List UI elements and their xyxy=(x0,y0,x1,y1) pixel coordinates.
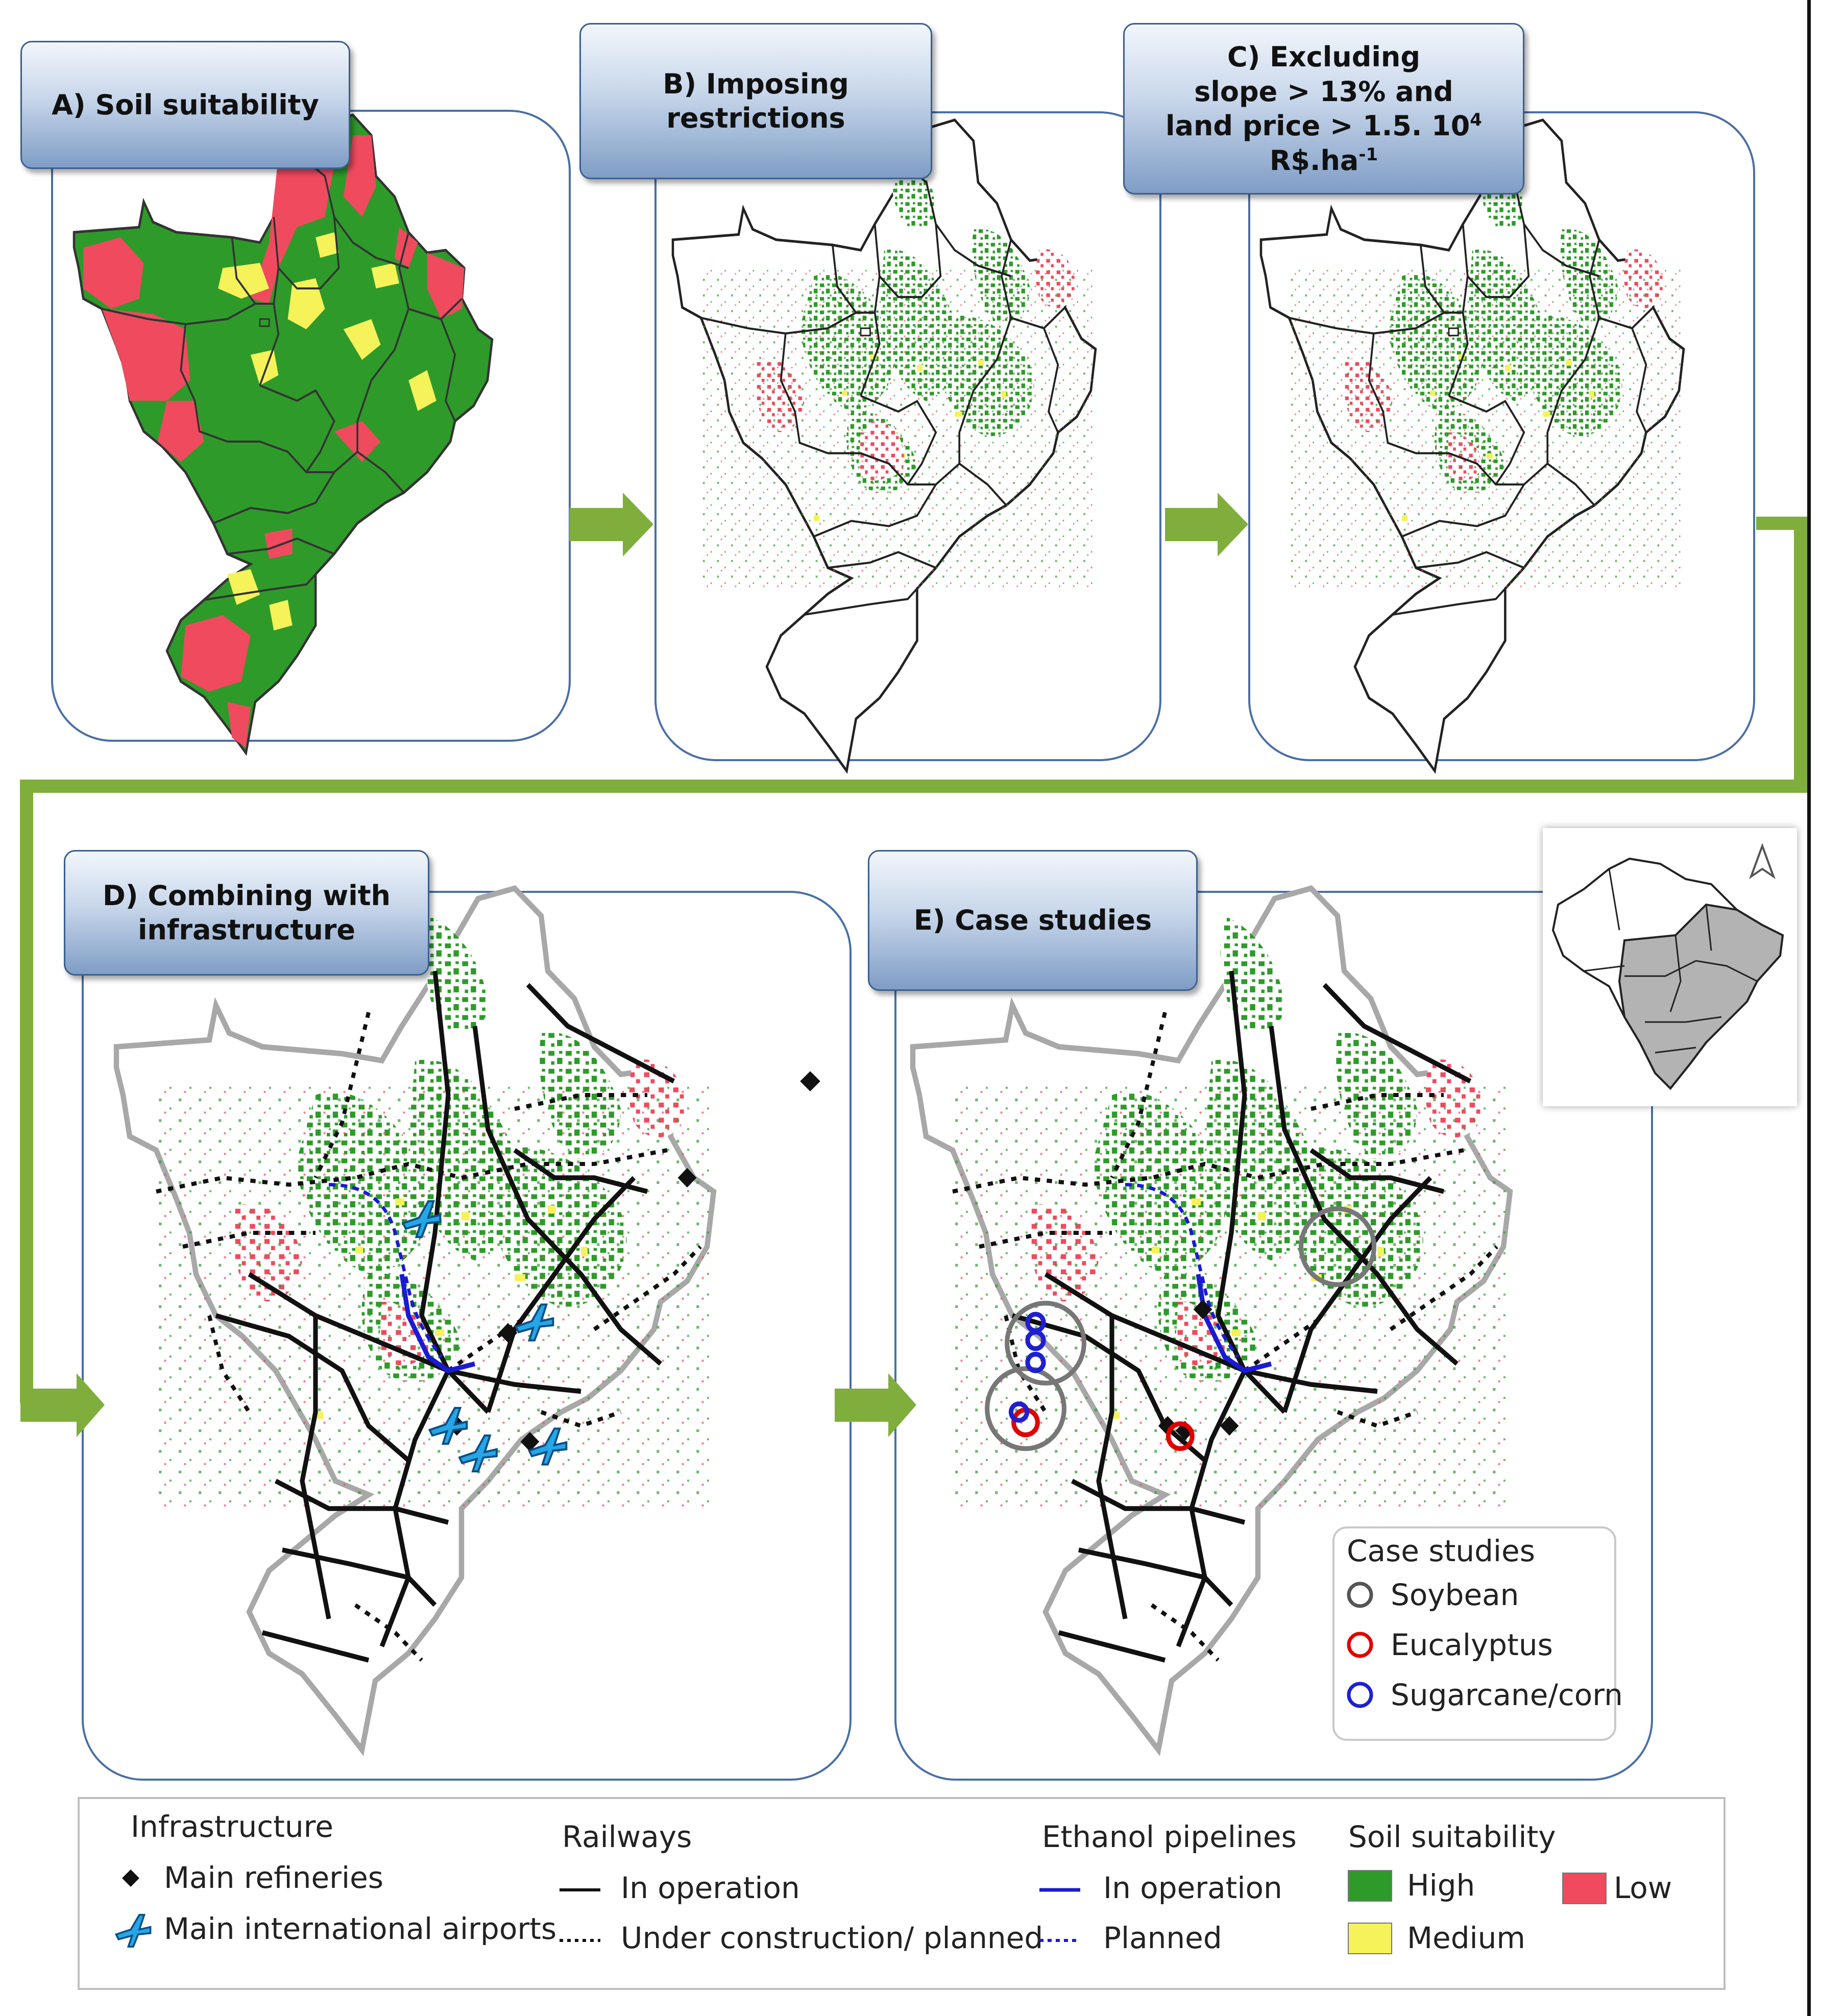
airport-markers xyxy=(401,1200,568,1473)
panel-c-title-line3: land price > 1.5. 104 xyxy=(1166,110,1482,142)
map-panel-b xyxy=(673,120,1096,771)
legend-rail-operation-label: In operation xyxy=(621,1871,800,1905)
legend-railways-title: Railways xyxy=(562,1819,692,1854)
legend-rail-planned-label: Under construction/ planned xyxy=(621,1921,1043,1955)
legend-soil-high-label: High xyxy=(1407,1868,1475,1903)
panel-c-title: C) Excluding slope > 13% and land price … xyxy=(1123,23,1524,195)
panel-b-title: B) Imposing restrictions xyxy=(579,23,932,179)
brazil-locator-map xyxy=(1551,843,1784,1090)
case-studies-legend: Case studies Soybean Eucalyptus Sugarcan… xyxy=(1332,1526,1623,1741)
legend-airport-icon xyxy=(114,1913,152,1948)
panel-c-title-line2: slope > 13% and xyxy=(1194,75,1453,108)
legend-soil-low-label: Low xyxy=(1614,1871,1672,1905)
legend-refineries-label: Main refineries xyxy=(164,1860,383,1895)
legend-refinery-symbol xyxy=(122,1869,139,1887)
panel-d-title: D) Combining with infrastructure xyxy=(64,850,429,976)
case-studies-title: Case studies xyxy=(1347,1534,1535,1568)
case-study-eucalyptus: Eucalyptus xyxy=(1391,1628,1553,1662)
map-legend: Infrastructure Main refineries Main inte… xyxy=(78,1797,1726,1990)
legend-airports-label: Main international airports xyxy=(164,1911,557,1946)
legend-soil-high-swatch xyxy=(1348,1870,1392,1902)
panel-c-title-line4: R$.ha-1 xyxy=(1269,144,1378,177)
legend-pipelines-title: Ethanol pipelines xyxy=(1042,1819,1297,1854)
case-studies-symbols xyxy=(1347,1582,1373,1708)
map-panel-a xyxy=(74,115,492,753)
legend-pipe-planned-label: Planned xyxy=(1103,1921,1222,1955)
case-study-circles xyxy=(985,1206,1377,1451)
refinery-marker-offmap xyxy=(800,1071,820,1091)
legend-pipe-operation-label: In operation xyxy=(1103,1871,1282,1905)
legend-soil-low-swatch xyxy=(1562,1873,1607,1904)
north-arrow-icon xyxy=(1749,843,1776,880)
connector-line xyxy=(20,517,1807,1403)
flow-arrows xyxy=(20,493,1248,1437)
legend-soil-title: Soil suitability xyxy=(1348,1819,1556,1854)
panel-a-title: A) Soil suitability xyxy=(20,41,350,169)
map-panel-d xyxy=(116,888,714,1750)
legend-soil-medium-swatch xyxy=(1348,1923,1392,1954)
case-study-sugarcane: Sugarcane/corn xyxy=(1391,1678,1623,1712)
legend-soil-medium-label: Medium xyxy=(1407,1921,1525,1955)
legend-symbols xyxy=(114,1869,1607,1954)
map-panel-e xyxy=(913,888,1510,1750)
brazil-locator-inset xyxy=(1543,828,1797,1106)
case-study-soybean: Soybean xyxy=(1391,1577,1519,1612)
right-separator xyxy=(1807,0,1811,2016)
panel-c-title-line1: C) Excluding xyxy=(1227,41,1421,73)
map-panel-c xyxy=(1261,120,1684,771)
legend-infrastructure-title: Infrastructure xyxy=(131,1809,333,1844)
panel-e-title: E) Case studies xyxy=(868,850,1198,991)
